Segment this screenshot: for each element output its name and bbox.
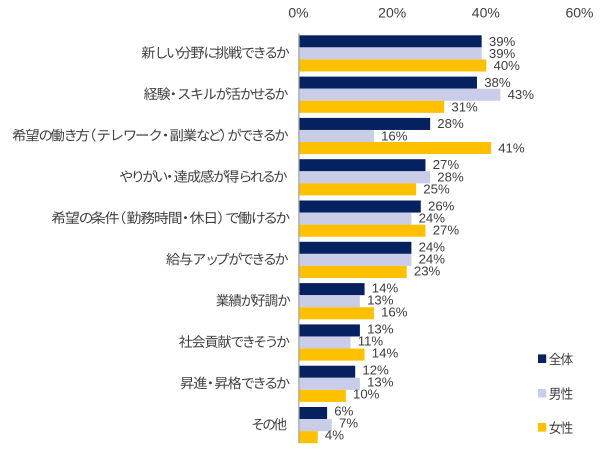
svg-text:13%: 13% xyxy=(367,292,394,307)
svg-text:25%: 25% xyxy=(423,181,450,196)
svg-text:23%: 23% xyxy=(414,263,441,278)
svg-text:7%: 7% xyxy=(339,416,358,431)
svg-text:10%: 10% xyxy=(353,387,380,402)
svg-text:12%: 12% xyxy=(362,362,389,377)
svg-text:20%: 20% xyxy=(378,5,406,21)
svg-text:60%: 60% xyxy=(565,5,593,21)
svg-text:16%: 16% xyxy=(381,305,408,320)
svg-text:27%: 27% xyxy=(433,157,460,172)
svg-text:39%: 39% xyxy=(489,46,516,61)
svg-text:24%: 24% xyxy=(419,210,446,225)
svg-text:6%: 6% xyxy=(334,404,353,419)
svg-text:31%: 31% xyxy=(451,99,478,114)
svg-text:27%: 27% xyxy=(433,222,460,237)
svg-text:24%: 24% xyxy=(419,239,446,254)
svg-text:39%: 39% xyxy=(489,34,516,49)
svg-text:14%: 14% xyxy=(372,346,399,361)
svg-text:28%: 28% xyxy=(437,116,464,131)
svg-text:43%: 43% xyxy=(508,87,535,102)
svg-text:11%: 11% xyxy=(358,334,384,349)
svg-text:13%: 13% xyxy=(367,321,394,336)
svg-text:0%: 0% xyxy=(288,5,308,21)
svg-text:28%: 28% xyxy=(437,169,464,184)
svg-text:41%: 41% xyxy=(498,140,525,155)
svg-text:14%: 14% xyxy=(372,280,399,295)
svg-text:40%: 40% xyxy=(472,5,500,21)
svg-text:26%: 26% xyxy=(428,198,455,213)
svg-text:40%: 40% xyxy=(494,58,521,73)
svg-text:16%: 16% xyxy=(381,128,408,143)
svg-text:13%: 13% xyxy=(367,375,394,390)
svg-text:24%: 24% xyxy=(419,251,446,266)
svg-text:38%: 38% xyxy=(484,75,511,90)
svg-text:4%: 4% xyxy=(325,428,344,443)
